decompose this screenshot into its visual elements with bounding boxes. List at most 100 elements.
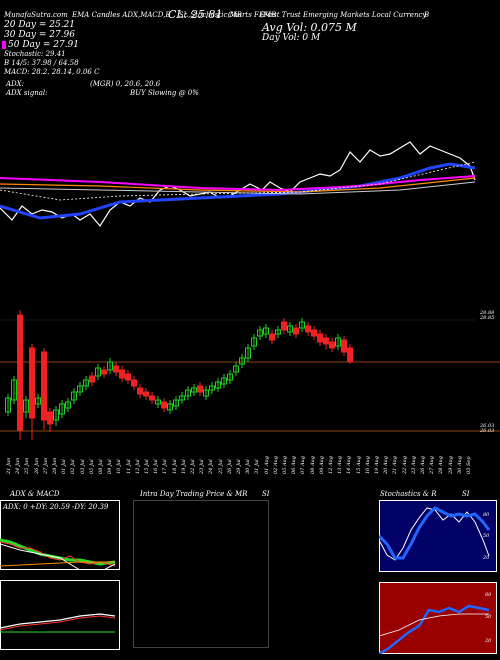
candle-body [41, 351, 47, 421]
candle-body [293, 327, 299, 335]
candle-body [65, 401, 71, 409]
ticker-label: Charts FEMB [228, 11, 277, 19]
date-tick-label: 20 Aug [383, 456, 390, 474]
candle-body [137, 387, 143, 395]
date-tick-label: 26 Aug [420, 456, 426, 474]
rsi-tick-50: 50 [485, 614, 492, 620]
date-tick-label: 02 Jul [70, 459, 77, 474]
date-tick-label: 26 Jun [33, 457, 40, 474]
date-tick-label: 25 Jun [24, 457, 31, 474]
fund-name-end: B [424, 11, 430, 19]
candle-body [257, 329, 263, 337]
candle-body [131, 379, 137, 387]
date-tick-label: 01 Jul [61, 459, 68, 474]
candle-body [227, 373, 233, 381]
date-tick-label: 06 Aug [291, 456, 298, 474]
ema-gray-line [0, 181, 476, 195]
close-price: CL: 25.81 [168, 8, 223, 21]
candle-body [305, 325, 311, 333]
candle-body [251, 337, 257, 347]
date-tick-label: 24 Jul [208, 459, 215, 474]
date-tick-label: 24 Jun [15, 457, 22, 474]
date-axis: 21 Jun 24 Jun 25 Jun 26 Jun 27 Jun 28 Jun 01 J… [0, 446, 500, 486]
date-tick-label: 03 Jul [79, 459, 86, 474]
adx-label: ADX: [6, 80, 25, 88]
candle-body [125, 373, 131, 381]
date-tick-label: 15 Aug [355, 456, 362, 474]
adx-macd-title: ADX & MACD [10, 490, 60, 498]
date-tick-label: 31 Jul [254, 459, 261, 474]
adx-orange-line [0, 561, 115, 567]
day-vol-label: Day Vol: 0 M [262, 33, 321, 43]
date-tick-label: 10 Jul [116, 459, 123, 474]
candle-body [77, 385, 83, 393]
candle-body [239, 357, 245, 365]
candle-body [53, 409, 59, 421]
date-tick-label: 11 Jul [125, 459, 132, 474]
stoch-title: Stochastics & R [380, 490, 437, 498]
adx-values: (MGR) 0, 20.6, 20.6 [90, 80, 161, 88]
date-tick-label: 21 Aug [392, 456, 399, 474]
fund-name: (First Trust Emerging Markets Local Curr… [260, 11, 427, 19]
date-tick-label: 08 Jul [98, 459, 104, 474]
buy-signal: BUY Slowing @ 0% [130, 89, 199, 97]
date-tick-label: 09 Jul [107, 459, 114, 474]
date-tick-label: 03 Sep [466, 456, 472, 474]
ema50-swatch [2, 41, 6, 49]
candle-body [143, 391, 149, 397]
date-tick-label: 02 Aug [272, 456, 279, 474]
adx-lines [0, 538, 116, 570]
candle-body [17, 314, 23, 431]
ema-blue-line [0, 162, 476, 220]
candle-body [11, 379, 17, 401]
date-tick-label: 16 Jul [153, 459, 160, 474]
date-tick-label: 01 Aug [263, 456, 270, 474]
candle-body [29, 347, 35, 419]
candle-body [209, 385, 215, 391]
date-tick-label: 23 Jul [199, 459, 206, 474]
candle-body [179, 395, 185, 401]
si-title-2: SI [462, 490, 470, 498]
date-tick-label: 18 Jul [171, 459, 178, 474]
ema50-line [0, 175, 476, 192]
candle-body [311, 329, 317, 337]
price-tick-top-2: 28.85 [480, 315, 495, 321]
stoch-label: Stochastic: 29.41 [4, 50, 66, 58]
adx-minus-line [0, 541, 116, 567]
date-tick-label: 12 Aug [328, 456, 334, 474]
stoch-tick-20: 20 [483, 555, 490, 561]
date-tick-label: 09 Aug [318, 456, 325, 474]
candle-body [119, 369, 125, 379]
candle-body [275, 329, 281, 335]
date-tick-label: 25 Jul [217, 459, 224, 474]
candle-body [83, 379, 89, 387]
candle-body [161, 401, 167, 409]
stoch-panel [379, 500, 497, 572]
adx-plus-line [0, 538, 116, 566]
candle-body [59, 403, 65, 415]
candle-body [299, 321, 305, 329]
candle-body [35, 397, 41, 405]
adx-signal-label: ADX signal: [6, 89, 48, 97]
candle-body [203, 389, 209, 397]
ema20-label: 20 Day = 25.21 [4, 20, 76, 30]
date-tick-label: 30 Jul [245, 459, 252, 474]
candle-body [101, 369, 107, 375]
date-tick-label: 08 Aug [309, 456, 316, 474]
ema30-label: 30 Day = 27.96 [4, 30, 76, 40]
price-axis-top: 28.88 28.85 [480, 311, 494, 321]
date-tick-label: 19 Aug [374, 456, 380, 474]
candle-body [149, 395, 155, 401]
price-tick-bottom-1: 26.03 [480, 423, 495, 429]
date-tick-label: 17 Jul [162, 459, 169, 474]
candle-body [245, 347, 251, 359]
ema50-label: 50 Day = 27.91 [8, 40, 80, 50]
adx-panel [0, 500, 120, 570]
date-tick-label: 30 Aug [456, 456, 463, 474]
candle-body [221, 377, 227, 385]
date-tick-label: 15 Jul [144, 459, 150, 474]
date-tick-label: 13 Aug [337, 456, 344, 474]
bollinger-label: B 14/5: 37.98 / 64.58 [4, 59, 79, 67]
date-tick-label: 23 Aug [410, 456, 417, 474]
rsi-panel [379, 582, 497, 654]
